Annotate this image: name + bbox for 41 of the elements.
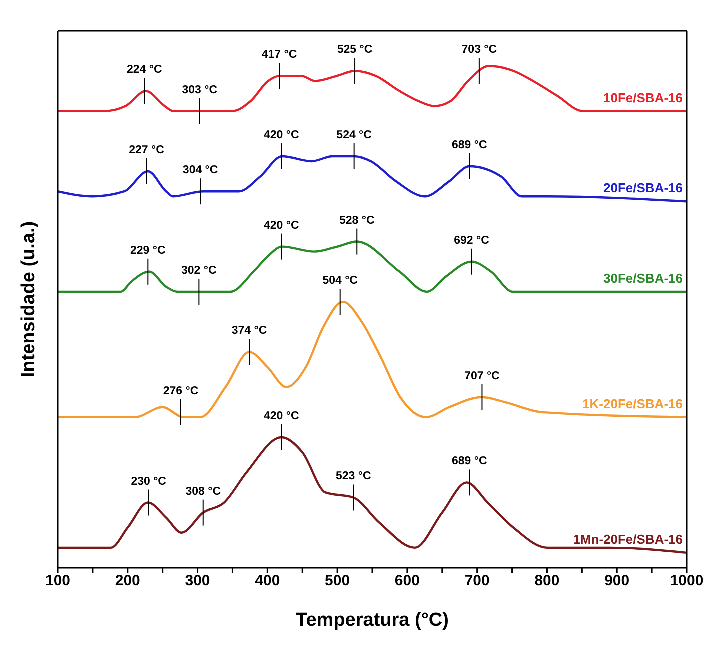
- annotation: 420 °C: [264, 129, 300, 142]
- annotation: 707 °C: [464, 370, 500, 382]
- annotation: 524 °C: [336, 129, 372, 142]
- annotation: 308 °C: [186, 486, 222, 498]
- annotation: 227 °C: [129, 144, 164, 157]
- x-tick-label: 400: [255, 572, 280, 590]
- x-tick-label: 600: [394, 572, 420, 590]
- series-label: 10Fe/SBA-16: [604, 90, 683, 106]
- series-label: 30Fe/SBA-16: [604, 270, 683, 286]
- x-tick-label: 1000: [670, 572, 704, 590]
- annotation: 525 °C: [337, 44, 373, 56]
- series-label: 1K-20Fe/SBA-16: [582, 396, 683, 412]
- series-label: 1Mn-20Fe/SBA-16: [573, 532, 683, 547]
- x-axis-title: Temperatura (°C): [296, 610, 449, 631]
- annotation: 303 °C: [182, 84, 218, 96]
- x-tick-label: 100: [45, 572, 71, 590]
- annotation: 689 °C: [452, 456, 488, 468]
- annotation: 528 °C: [339, 214, 375, 227]
- annotation: 692 °C: [454, 234, 490, 247]
- annotation: 224 °C: [127, 64, 162, 76]
- annotation: 504 °C: [322, 275, 358, 288]
- annotation: 276 °C: [163, 385, 199, 398]
- annotation: 302 °C: [182, 264, 217, 277]
- annotation: 420 °C: [264, 220, 300, 232]
- series-label: 20Fe/SBA-16: [604, 180, 683, 196]
- annotation: 689 °C: [452, 140, 488, 152]
- x-tick-label: 700: [464, 572, 490, 590]
- annotation: 229 °C: [130, 244, 166, 257]
- annotation: 374 °C: [232, 325, 268, 338]
- x-tick-label: 500: [325, 572, 350, 590]
- x-tick-label: 900: [604, 572, 630, 590]
- annotation: 304 °C: [182, 164, 218, 177]
- annotation: 703 °C: [462, 44, 498, 56]
- x-tick-label: 800: [534, 572, 560, 590]
- annotation: 417 °C: [262, 49, 298, 62]
- x-tick-label: 300: [185, 572, 210, 590]
- y-axis-title: Intensidade (u.a.): [18, 221, 40, 378]
- annotation: 230 °C: [131, 476, 167, 488]
- x-tick-label: 200: [115, 572, 140, 590]
- annotation: 523 °C: [336, 470, 372, 483]
- annotation: 420 °C: [264, 410, 300, 423]
